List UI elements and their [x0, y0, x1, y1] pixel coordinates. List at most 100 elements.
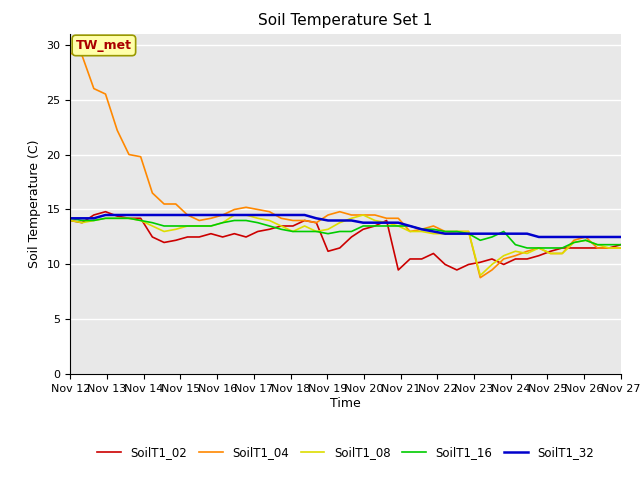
SoilT1_32: [605, 234, 613, 240]
SoilT1_08: [488, 262, 496, 267]
Line: SoilT1_08: SoilT1_08: [70, 215, 621, 276]
SoilT1_32: [195, 212, 203, 218]
SoilT1_16: [113, 216, 121, 221]
SoilT1_08: [277, 223, 285, 229]
SoilT1_04: [465, 228, 472, 234]
SoilT1_04: [582, 234, 589, 240]
SoilT1_16: [67, 216, 74, 221]
SoilT1_08: [184, 223, 191, 229]
SoilT1_02: [137, 216, 145, 221]
SoilT1_04: [324, 212, 332, 218]
SoilT1_02: [67, 217, 74, 223]
SoilT1_02: [582, 245, 589, 251]
SoilT1_32: [383, 220, 390, 226]
SoilT1_02: [547, 248, 554, 254]
SoilT1_08: [195, 223, 203, 229]
SoilT1_04: [418, 227, 426, 232]
SoilT1_02: [465, 262, 472, 267]
SoilT1_08: [137, 217, 145, 223]
SoilT1_02: [102, 209, 109, 215]
SoilT1_16: [102, 216, 109, 221]
SoilT1_04: [336, 209, 344, 215]
SoilT1_02: [301, 217, 308, 223]
SoilT1_04: [242, 204, 250, 210]
SoilT1_08: [102, 216, 109, 221]
SoilT1_04: [195, 217, 203, 223]
SoilT1_16: [453, 228, 461, 234]
SoilT1_04: [511, 253, 519, 259]
SoilT1_08: [394, 223, 402, 229]
SoilT1_32: [219, 212, 227, 218]
SoilT1_16: [535, 245, 543, 251]
SoilT1_02: [289, 223, 297, 229]
SoilT1_02: [383, 217, 390, 223]
SoilT1_16: [559, 245, 566, 251]
Y-axis label: Soil Temperature (C): Soil Temperature (C): [28, 140, 41, 268]
SoilT1_16: [476, 238, 484, 243]
SoilT1_02: [500, 262, 508, 267]
SoilT1_08: [535, 245, 543, 251]
SoilT1_04: [524, 248, 531, 254]
Line: SoilT1_04: SoilT1_04: [70, 53, 621, 277]
SoilT1_32: [359, 220, 367, 226]
SoilT1_32: [148, 212, 156, 218]
Line: SoilT1_16: SoilT1_16: [70, 218, 621, 248]
SoilT1_16: [394, 223, 402, 229]
SoilT1_04: [90, 86, 98, 92]
SoilT1_04: [406, 228, 414, 234]
SoilT1_16: [524, 245, 531, 251]
SoilT1_04: [78, 53, 86, 59]
SoilT1_32: [266, 212, 273, 218]
SoilT1_04: [67, 50, 74, 56]
SoilT1_32: [324, 217, 332, 223]
SoilT1_32: [442, 231, 449, 237]
SoilT1_04: [348, 212, 355, 218]
SoilT1_08: [582, 238, 589, 243]
SoilT1_04: [312, 220, 320, 226]
SoilT1_32: [172, 212, 180, 218]
SoilT1_32: [394, 220, 402, 226]
SoilT1_08: [605, 245, 613, 251]
SoilT1_16: [418, 227, 426, 232]
SoilT1_16: [348, 228, 355, 234]
SoilT1_04: [301, 217, 308, 223]
SoilT1_02: [336, 245, 344, 251]
Title: Soil Temperature Set 1: Soil Temperature Set 1: [259, 13, 433, 28]
SoilT1_04: [113, 128, 121, 133]
SoilT1_02: [172, 238, 180, 243]
SoilT1_16: [488, 234, 496, 240]
SoilT1_08: [289, 228, 297, 234]
SoilT1_32: [570, 234, 578, 240]
SoilT1_04: [137, 154, 145, 160]
SoilT1_08: [113, 216, 121, 221]
SoilT1_32: [102, 212, 109, 218]
X-axis label: Time: Time: [330, 397, 361, 410]
SoilT1_02: [277, 223, 285, 229]
SoilT1_08: [125, 216, 132, 221]
SoilT1_32: [90, 216, 98, 221]
SoilT1_04: [488, 267, 496, 273]
SoilT1_02: [324, 248, 332, 254]
SoilT1_32: [488, 231, 496, 237]
SoilT1_02: [254, 228, 262, 234]
SoilT1_16: [125, 216, 132, 221]
SoilT1_16: [429, 227, 437, 232]
SoilT1_02: [230, 231, 238, 237]
SoilT1_08: [207, 223, 215, 229]
SoilT1_04: [219, 212, 227, 218]
SoilT1_04: [547, 251, 554, 256]
SoilT1_04: [605, 245, 613, 251]
SoilT1_16: [242, 217, 250, 223]
SoilT1_08: [617, 245, 625, 251]
SoilT1_04: [383, 216, 390, 221]
SoilT1_16: [442, 228, 449, 234]
SoilT1_02: [371, 223, 379, 229]
SoilT1_02: [442, 262, 449, 267]
SoilT1_08: [219, 220, 227, 226]
SoilT1_02: [476, 259, 484, 265]
SoilT1_08: [242, 212, 250, 218]
SoilT1_08: [348, 216, 355, 221]
SoilT1_08: [442, 231, 449, 237]
SoilT1_16: [582, 238, 589, 243]
SoilT1_02: [593, 245, 601, 251]
